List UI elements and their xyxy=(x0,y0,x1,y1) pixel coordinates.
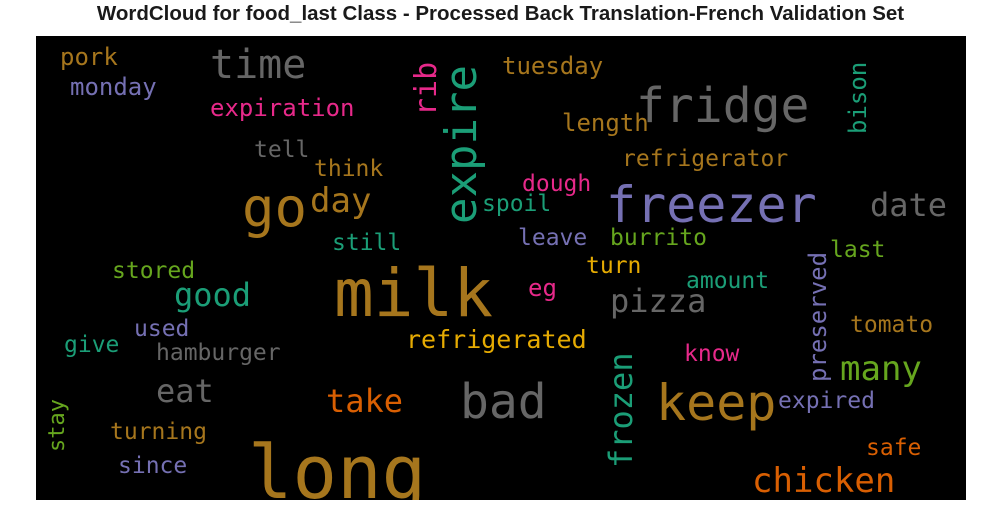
word-milk: milk xyxy=(334,255,493,332)
word-tell: tell xyxy=(254,137,309,163)
word-give: give xyxy=(64,332,119,358)
word-many: many xyxy=(840,349,922,389)
word-pork: pork xyxy=(60,43,118,71)
word-safe: safe xyxy=(866,435,921,461)
word-eg: eg xyxy=(528,274,557,302)
word-time: time xyxy=(210,42,306,88)
word-chicken: chicken xyxy=(752,461,895,500)
word-cloud: milk long freezer expire fridge keep go bad time… xyxy=(36,36,966,500)
word-freezer: freezer xyxy=(606,176,817,234)
word-expire: expire xyxy=(436,65,487,224)
word-good: good xyxy=(174,276,251,314)
word-bison: bison xyxy=(844,62,872,134)
word-used: used xyxy=(134,316,189,342)
word-leave: leave xyxy=(518,225,587,251)
word-date: date xyxy=(870,186,947,224)
word-expired: expired xyxy=(778,388,875,414)
word-amount: amount xyxy=(686,268,769,294)
word-length: length xyxy=(562,109,649,137)
word-go: go xyxy=(242,176,307,239)
word-cloud-canvas: milk long freezer expire fridge keep go bad time… xyxy=(45,42,947,500)
word-refrigerated: refrigerated xyxy=(406,325,587,354)
word-hamburger: hamburger xyxy=(156,340,281,366)
word-day: day xyxy=(310,181,371,221)
word-monday: monday xyxy=(70,73,157,101)
word-stored: stored xyxy=(112,258,195,284)
word-fridge: fridge xyxy=(636,78,809,134)
word-dough: dough xyxy=(522,171,591,197)
word-turning: turning xyxy=(110,419,207,445)
word-turn: turn xyxy=(586,253,641,279)
word-tomato: tomato xyxy=(850,312,933,338)
word-think: think xyxy=(314,156,383,182)
word-bad: bad xyxy=(460,374,547,430)
word-still: still xyxy=(332,230,401,256)
word-rib: rib xyxy=(409,62,444,116)
word-know: know xyxy=(684,341,740,367)
word-stay: stay xyxy=(45,399,70,452)
word-preserved: preserved xyxy=(804,252,832,382)
word-tuesday: tuesday xyxy=(502,52,603,80)
word-pizza: pizza xyxy=(610,282,706,320)
word-keep: keep xyxy=(656,374,776,432)
word-burrito: burrito xyxy=(610,225,707,251)
word-last: last xyxy=(830,237,885,263)
word-long: long xyxy=(248,430,426,500)
word-refrigerator: refrigerator xyxy=(622,146,788,172)
word-since: since xyxy=(118,453,187,479)
word-frozen: frozen xyxy=(602,352,640,468)
word-eat: eat xyxy=(156,372,214,410)
word-spoil: spoil xyxy=(482,191,551,217)
chart-title: WordCloud for food_last Class - Processe… xyxy=(96,2,905,25)
word-expiration: expiration xyxy=(210,94,355,122)
word-take: take xyxy=(326,382,403,420)
